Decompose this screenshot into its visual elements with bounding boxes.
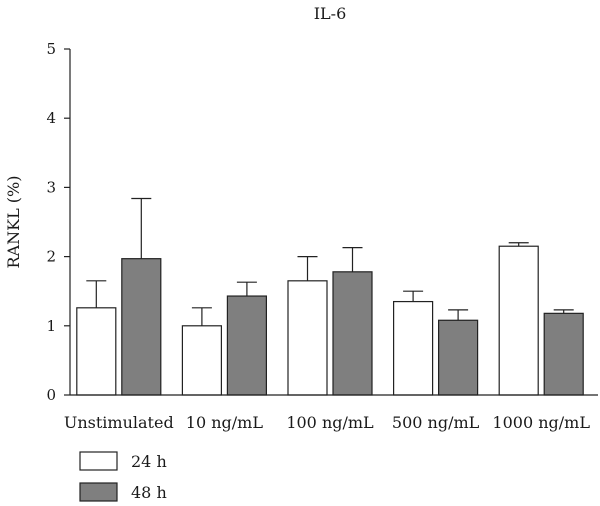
x-tick-label: Unstimulated — [64, 413, 174, 432]
x-axis: Unstimulated 10 ng/mL 100 ng/mL 500 ng/mL 10… — [64, 413, 590, 432]
bars-group — [76, 245, 584, 396]
y-axis: 0 1 2 3 4 5 — [46, 40, 70, 404]
x-tick-label: 10 ng/mL — [186, 413, 264, 432]
y-tick-label: 1 — [46, 317, 56, 335]
y-tick-label: 0 — [46, 386, 56, 404]
legend: 24 h 48 h — [79, 451, 167, 502]
y-tick-label: 4 — [46, 109, 56, 127]
legend-swatch — [79, 482, 118, 502]
legend-label: 24 h — [131, 452, 167, 471]
bar-48h — [543, 312, 584, 396]
bar-48h — [438, 319, 479, 396]
y-tick-label: 3 — [46, 178, 56, 196]
y-tick-label: 5 — [46, 40, 56, 58]
x-tick-label: 100 ng/mL — [286, 413, 374, 432]
chart-title: IL-6 — [314, 4, 347, 23]
bar-48h — [121, 258, 162, 396]
y-tick-label: 2 — [46, 248, 56, 266]
legend-label: 48 h — [131, 483, 167, 502]
bar-24h — [393, 300, 434, 396]
bar-48h — [332, 271, 373, 396]
bar-24h — [181, 325, 222, 396]
bar-24h — [287, 280, 328, 396]
bar-24h — [76, 307, 117, 396]
legend-swatch — [79, 451, 118, 471]
x-tick-label: 1000 ng/mL — [492, 413, 590, 432]
error-bars-group — [86, 197, 574, 326]
bar-24h — [498, 245, 539, 396]
x-tick-label: 500 ng/mL — [392, 413, 480, 432]
bar-48h — [226, 295, 267, 396]
y-axis-label: RANKL (%) — [4, 176, 23, 269]
